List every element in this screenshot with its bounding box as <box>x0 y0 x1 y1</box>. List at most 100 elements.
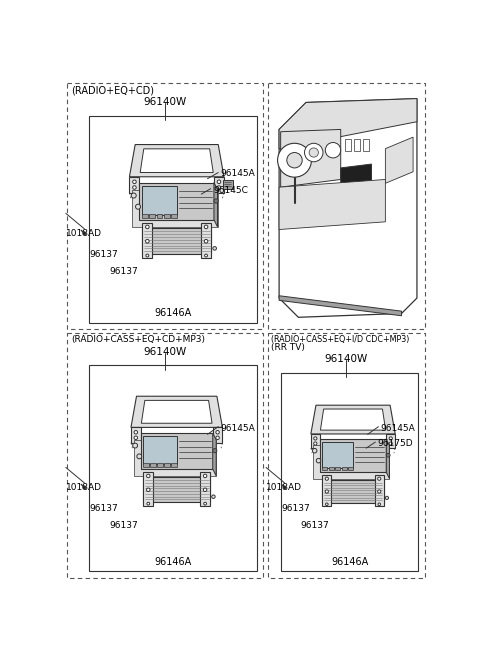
Polygon shape <box>132 190 217 227</box>
Circle shape <box>132 180 136 183</box>
Circle shape <box>204 502 206 505</box>
Polygon shape <box>279 99 417 149</box>
Polygon shape <box>131 428 141 443</box>
Text: (RADIO+CASS+EQ+CD+MP3): (RADIO+CASS+EQ+CD+MP3) <box>71 335 205 344</box>
Bar <box>267 83 425 329</box>
Bar <box>143 214 148 217</box>
Text: 96145A: 96145A <box>380 424 415 432</box>
Polygon shape <box>281 130 341 187</box>
Bar <box>89 115 257 323</box>
Polygon shape <box>141 400 212 423</box>
Circle shape <box>83 486 86 489</box>
Polygon shape <box>323 475 331 506</box>
Bar <box>323 442 353 468</box>
Circle shape <box>134 436 138 440</box>
Text: 96175D: 96175D <box>377 439 412 448</box>
Circle shape <box>146 474 150 477</box>
Polygon shape <box>143 229 211 254</box>
Bar <box>149 214 155 217</box>
Bar <box>345 140 351 151</box>
Circle shape <box>389 437 392 440</box>
Bar <box>164 464 170 467</box>
Polygon shape <box>200 472 210 506</box>
Polygon shape <box>311 405 395 434</box>
Circle shape <box>146 254 149 257</box>
Circle shape <box>378 490 381 493</box>
Circle shape <box>145 225 149 229</box>
Circle shape <box>204 488 207 491</box>
Circle shape <box>386 453 390 457</box>
Bar <box>354 140 360 151</box>
Bar <box>335 467 340 470</box>
Polygon shape <box>375 475 384 506</box>
Polygon shape <box>223 180 232 189</box>
Polygon shape <box>341 164 372 198</box>
Circle shape <box>145 240 149 243</box>
Polygon shape <box>213 428 222 443</box>
Text: (RADIO+EQ+CD): (RADIO+EQ+CD) <box>71 86 154 96</box>
Circle shape <box>277 143 312 177</box>
Circle shape <box>283 486 286 489</box>
Circle shape <box>316 458 321 463</box>
Bar <box>348 467 353 470</box>
Polygon shape <box>201 223 211 257</box>
Circle shape <box>378 503 381 506</box>
Circle shape <box>204 474 207 477</box>
Circle shape <box>314 437 317 440</box>
Text: 96140W: 96140W <box>324 354 368 364</box>
Polygon shape <box>311 434 320 448</box>
Text: 96146A: 96146A <box>154 557 192 567</box>
Polygon shape <box>323 480 384 503</box>
Circle shape <box>216 436 219 440</box>
Circle shape <box>389 442 392 445</box>
Bar <box>320 439 386 472</box>
Text: 1018AD: 1018AD <box>66 229 102 238</box>
Polygon shape <box>130 177 140 193</box>
Polygon shape <box>144 472 153 506</box>
Circle shape <box>146 488 150 491</box>
Circle shape <box>325 143 341 158</box>
Bar <box>281 373 419 571</box>
Circle shape <box>134 430 138 434</box>
Polygon shape <box>313 445 389 479</box>
Circle shape <box>204 254 207 257</box>
Circle shape <box>213 449 217 453</box>
Circle shape <box>217 180 221 183</box>
Bar <box>143 186 177 215</box>
Polygon shape <box>279 296 402 316</box>
Bar <box>144 436 177 464</box>
Polygon shape <box>279 99 417 317</box>
Text: 1018AD: 1018AD <box>66 483 102 492</box>
Circle shape <box>312 449 317 453</box>
Bar <box>157 464 163 467</box>
Circle shape <box>137 454 142 458</box>
Bar <box>144 464 149 467</box>
Circle shape <box>214 199 218 203</box>
Circle shape <box>304 143 323 162</box>
Polygon shape <box>386 439 389 479</box>
Polygon shape <box>130 145 224 177</box>
Circle shape <box>217 186 221 189</box>
Text: (RADIO+CASS+EQ+I/D CDC+MP3): (RADIO+CASS+EQ+I/D CDC+MP3) <box>271 335 409 344</box>
Polygon shape <box>214 177 224 193</box>
Bar <box>67 333 263 578</box>
Bar <box>89 365 257 571</box>
Bar <box>323 467 327 470</box>
Circle shape <box>131 193 136 198</box>
Bar <box>164 214 169 217</box>
Bar <box>171 214 177 217</box>
Circle shape <box>132 443 138 448</box>
Text: 96146A: 96146A <box>331 557 369 567</box>
Circle shape <box>378 477 381 480</box>
Bar <box>140 183 214 219</box>
Circle shape <box>325 477 328 480</box>
Bar <box>67 83 263 329</box>
Polygon shape <box>143 223 152 257</box>
Circle shape <box>309 148 318 157</box>
Polygon shape <box>134 440 216 476</box>
Text: 96137: 96137 <box>300 521 329 531</box>
Text: 96146A: 96146A <box>154 308 192 318</box>
Polygon shape <box>386 434 395 448</box>
Circle shape <box>212 495 215 498</box>
Text: 96137: 96137 <box>89 250 118 259</box>
